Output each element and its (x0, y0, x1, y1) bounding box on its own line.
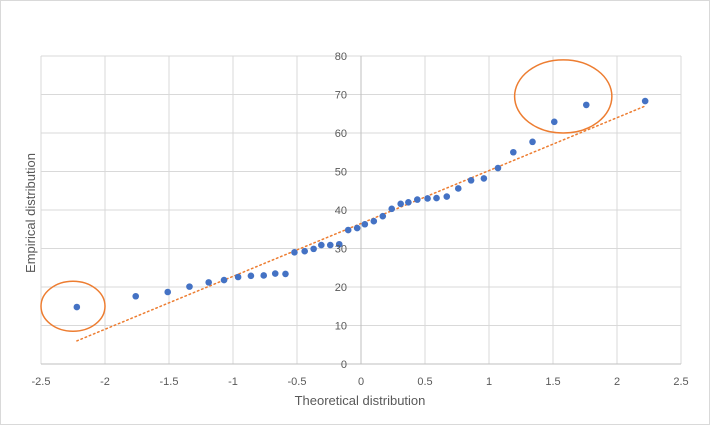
data-point (405, 199, 412, 206)
data-point (132, 292, 140, 300)
x-tick-label: -2.5 (32, 376, 51, 388)
data-point (326, 241, 334, 249)
x-tick-label: 1.5 (545, 376, 560, 388)
data-point (454, 185, 462, 192)
data-point (433, 194, 440, 202)
data-point (186, 283, 193, 290)
data-point (291, 249, 298, 256)
data-point (388, 205, 396, 213)
y-tick-label: 40 (335, 205, 347, 217)
data-point (73, 303, 81, 311)
highlight-ovals (40, 59, 613, 333)
data-point (397, 200, 404, 208)
y-tick-label: 20 (335, 282, 347, 294)
x-axis-title: Theoretical distribution (295, 393, 426, 408)
y-tick-label: 80 (335, 51, 347, 63)
data-point (205, 279, 212, 286)
y-tick-label: 10 (335, 321, 347, 333)
data-point (247, 272, 255, 280)
data-point (220, 276, 228, 284)
data-point (443, 193, 451, 200)
x-tick-label: 1 (486, 376, 492, 388)
data-point (424, 195, 431, 202)
x-tick-label: 0.5 (417, 376, 432, 388)
data-point (335, 240, 343, 248)
data-point (361, 220, 369, 228)
data-points (73, 97, 649, 311)
x-tick-label: -1 (228, 376, 238, 388)
data-point (310, 245, 317, 253)
data-point (510, 148, 517, 156)
trendline (76, 105, 646, 342)
x-tick-label: -0.5 (288, 376, 307, 388)
trendline-group (76, 105, 646, 342)
data-point (529, 138, 536, 146)
y-tick-label: 70 (335, 90, 347, 102)
x-tick-label: -1.5 (160, 376, 179, 388)
highlight-oval (513, 59, 613, 134)
data-point (480, 175, 488, 182)
data-point (271, 270, 279, 277)
data-point (353, 224, 361, 232)
data-point (379, 212, 387, 220)
y-tick-label: 60 (335, 128, 347, 140)
y-tick-label: 0 (341, 359, 347, 371)
x-tick-label: 0 (358, 376, 364, 388)
x-tick-labels: -2.5 -2 -1.5 -1 -0.5 0 0.5 1 1.5 2 2.5 (32, 376, 689, 388)
data-point (370, 217, 378, 225)
data-point (282, 270, 289, 278)
data-point (234, 273, 242, 281)
data-point (467, 177, 475, 184)
data-point (164, 288, 172, 296)
data-point (301, 247, 308, 255)
y-tick-label: 30 (335, 244, 347, 256)
y-tick-labels: 0 10 20 30 40 50 60 70 80 (335, 51, 347, 371)
x-tick-label: 2.5 (673, 376, 688, 388)
y-tick-label: 50 (335, 167, 347, 179)
x-tick-label: 2 (614, 376, 620, 388)
x-tick-label: -2 (100, 376, 110, 388)
data-point (414, 196, 421, 203)
data-point (344, 226, 352, 234)
data-point (318, 241, 325, 249)
data-point (582, 101, 590, 109)
data-point (641, 97, 649, 105)
gridlines (40, 55, 682, 365)
y-axis-title: Empirical distribution (23, 153, 38, 273)
data-point (494, 164, 502, 172)
highlight-oval (40, 280, 106, 333)
data-point (260, 272, 268, 279)
data-point (550, 118, 558, 126)
